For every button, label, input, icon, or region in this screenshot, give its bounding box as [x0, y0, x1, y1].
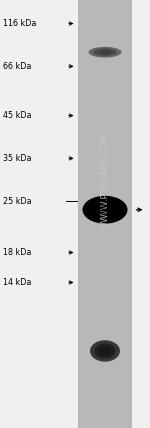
- Text: 25 kDa: 25 kDa: [3, 196, 32, 206]
- Bar: [78, 0, 132, 428]
- Text: 66 kDa: 66 kDa: [3, 62, 31, 71]
- Text: 116 kDa: 116 kDa: [3, 19, 36, 28]
- Text: 45 kDa: 45 kDa: [3, 111, 32, 120]
- Ellipse shape: [89, 200, 121, 220]
- Ellipse shape: [94, 343, 116, 358]
- Ellipse shape: [99, 347, 111, 355]
- Ellipse shape: [96, 204, 114, 215]
- Text: WWW.PTGLAB3.COM: WWW.PTGLAB3.COM: [100, 133, 109, 226]
- Ellipse shape: [82, 196, 128, 223]
- Text: 18 kDa: 18 kDa: [3, 248, 31, 257]
- Ellipse shape: [88, 47, 122, 58]
- Text: 14 kDa: 14 kDa: [3, 278, 31, 287]
- Ellipse shape: [90, 340, 120, 362]
- Text: 35 kDa: 35 kDa: [3, 154, 32, 163]
- Ellipse shape: [93, 48, 117, 56]
- Ellipse shape: [98, 50, 112, 54]
